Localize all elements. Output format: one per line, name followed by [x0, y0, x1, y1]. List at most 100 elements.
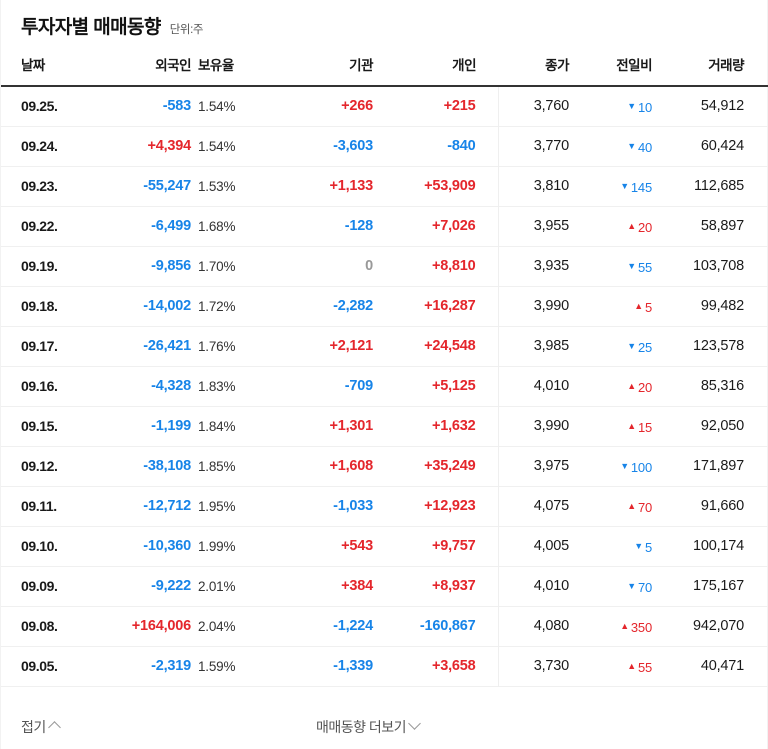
cell-foreign: -583: [162, 98, 191, 115]
triangle-up-icon: ▲: [627, 500, 636, 511]
change-value: 40: [637, 139, 652, 155]
cell-institution: +384: [341, 578, 373, 594]
cell-institution: -2,282: [333, 298, 373, 314]
cell-institution: +2,121: [329, 338, 373, 354]
unit-label: 단위:주: [169, 24, 204, 36]
triangle-down-icon: ▼: [627, 100, 636, 111]
cell-holding-ratio: 1.59%: [198, 658, 236, 674]
cell-foreign: -14,002: [143, 298, 191, 314]
table-row: 09.25. -583 1.54% +266 +215 3,760 ▼ 10 54,912: [1, 86, 768, 126]
cell-foreign: -6,499: [151, 218, 191, 234]
cell-individual: +53,909: [393, 166, 499, 206]
cell-institution: +1,301: [329, 418, 373, 434]
change-value: 20: [637, 219, 652, 235]
cell-foreign: -9,222: [151, 578, 191, 594]
cell-individual: +215: [393, 86, 499, 126]
cell-individual: +9,757: [393, 526, 499, 566]
triangle-down-icon: ▼: [620, 460, 629, 471]
cell-close-price: 3,810: [533, 178, 569, 194]
change-value: 20: [637, 379, 652, 395]
cell-institution: -128: [344, 218, 373, 234]
collapse-button[interactable]: 접기: [21, 717, 61, 737]
cell-change: ▲ 20: [588, 366, 668, 406]
cell-individual: +8,810: [393, 246, 499, 286]
cell-volume: 58,897: [700, 218, 744, 234]
cell-close-price: 4,080: [533, 618, 569, 634]
cell-foreign: +164,006: [131, 618, 191, 634]
cell-date: 09.05.: [21, 658, 58, 674]
cell-date: 09.12.: [21, 458, 58, 474]
cell-holding-ratio: 1.95%: [198, 498, 236, 514]
change-value: 145: [630, 179, 652, 195]
cell-date: 09.18.: [21, 298, 58, 314]
cell-volume: 112,685: [694, 178, 744, 194]
cell-holding-ratio: 1.83%: [198, 378, 236, 394]
page-title: 투자자별 매매동향: [21, 17, 161, 38]
cell-date: 09.08.: [21, 618, 58, 634]
panel-header: 투자자별 매매동향 단위:주: [1, 0, 767, 54]
cell-individual: +12,923: [393, 486, 499, 526]
column-header-volume: 거래량: [708, 58, 744, 73]
cell-institution: 0: [365, 258, 373, 274]
panel-footer: 접기 매매동향 더보기: [1, 704, 768, 749]
cell-institution: +543: [341, 538, 373, 554]
triangle-up-icon: ▲: [627, 660, 636, 671]
cell-institution: -3,603: [333, 138, 373, 154]
cell-foreign: -1,199: [151, 418, 191, 434]
triangle-up-icon: ▲: [627, 380, 636, 391]
cell-date: 09.23.: [21, 178, 58, 194]
change-value: 70: [637, 579, 652, 595]
cell-institution: -709: [344, 378, 373, 394]
cell-institution: -1,224: [333, 618, 373, 634]
cell-change: ▼ 145: [588, 166, 668, 206]
cell-holding-ratio: 1.76%: [198, 338, 236, 354]
cell-volume: 85,316: [700, 378, 744, 394]
change-value: 100: [630, 459, 652, 475]
cell-close-price: 3,975: [533, 458, 569, 474]
cell-date: 09.09.: [21, 578, 58, 594]
cell-date: 09.25.: [21, 98, 58, 115]
cell-individual: -840: [393, 126, 499, 166]
table-row: 09.19. -9,856 1.70% 0 +8,810 3,935 ▼ 55 103,708: [1, 246, 768, 286]
cell-volume: 99,482: [700, 298, 744, 314]
more-trends-label: 매매동향 더보기: [316, 718, 407, 735]
column-header-individual: 개인: [452, 58, 476, 73]
triangle-down-icon: ▼: [627, 260, 636, 271]
triangle-down-icon: ▼: [627, 340, 636, 351]
change-value: 15: [637, 419, 652, 435]
cell-change: ▲ 55: [588, 646, 668, 686]
cell-change: ▼ 40: [588, 126, 668, 166]
cell-volume: 60,424: [700, 138, 744, 154]
table-row: 09.23. -55,247 1.53% +1,133 +53,909 3,810 ▼ 145…: [1, 166, 768, 206]
cell-volume: 40,471: [700, 658, 744, 674]
triangle-up-icon: ▲: [627, 420, 636, 431]
cell-date: 09.22.: [21, 218, 58, 234]
cell-foreign: -55,247: [143, 178, 191, 194]
triangle-down-icon: ▼: [627, 140, 636, 151]
cell-individual: +7,026: [393, 206, 499, 246]
cell-close-price: 3,935: [533, 258, 569, 274]
triangle-up-icon: ▲: [627, 220, 636, 231]
table-row: 09.16. -4,328 1.83% -709 +5,125 4,010 ▲ 20 85,31…: [1, 366, 768, 406]
table-row: 09.15. -1,199 1.84% +1,301 +1,632 3,990 ▲ 15 92,…: [1, 406, 768, 446]
column-header-close: 종가: [545, 58, 569, 73]
cell-date: 09.17.: [21, 338, 58, 354]
table-row: 09.11. -12,712 1.95% -1,033 +12,923 4,075 ▲ 70 9…: [1, 486, 768, 526]
cell-foreign: -38,108: [143, 458, 191, 474]
cell-change: ▼ 70: [588, 566, 668, 606]
cell-change: ▲ 5: [588, 286, 668, 326]
cell-holding-ratio: 1.53%: [198, 178, 236, 194]
more-trends-button[interactable]: 매매동향 더보기: [316, 717, 421, 737]
table-row: 09.08. +164,006 2.04% -1,224 -160,867 4,080 ▲ 3…: [1, 606, 768, 646]
change-value: 70: [637, 499, 652, 515]
cell-change: ▼ 10: [588, 86, 668, 126]
cell-volume: 123,578: [692, 338, 744, 354]
cell-holding-ratio: 1.68%: [198, 218, 236, 234]
change-value: 25: [637, 339, 652, 355]
cell-close-price: 3,990: [533, 418, 569, 434]
cell-holding-ratio: 1.85%: [198, 458, 236, 474]
cell-institution: +1,608: [329, 458, 373, 474]
cell-change: ▲ 350: [588, 606, 668, 646]
column-header-change: 전일비: [616, 58, 652, 73]
